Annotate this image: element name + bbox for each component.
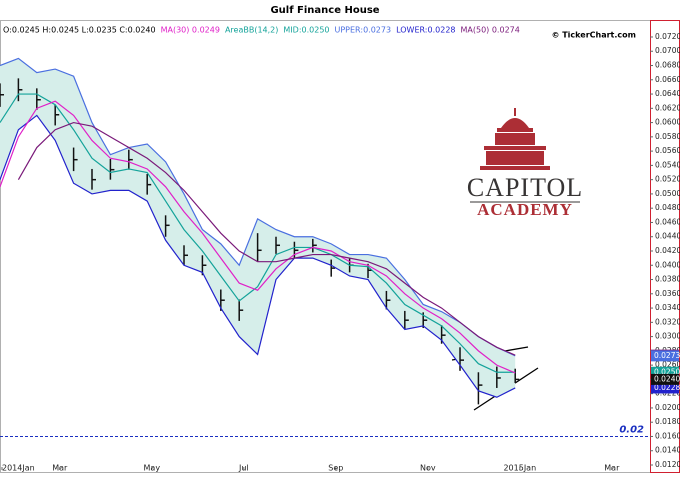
indicator-line: [0, 100, 516, 374]
y-tick-label: 0.0200: [655, 403, 680, 412]
y-tick-label: 0.0600: [655, 118, 680, 127]
y-tick-label: 0.0260: [655, 360, 680, 369]
value-box-label: 0.0273: [654, 351, 680, 360]
indicator-line: [0, 93, 516, 373]
y-tick-label: 0.0400: [655, 260, 680, 269]
y-tick-label: 0.0660: [655, 75, 680, 84]
indicator-line: [0, 114, 516, 398]
y-tick-label: 0.0300: [655, 332, 680, 341]
x-tick-label: 2015Jan: [503, 464, 536, 473]
y-tick-label: 0.0520: [655, 175, 680, 184]
watermark: CAPITOL ACADEMY: [467, 108, 583, 219]
value-box: [651, 382, 679, 394]
y-tick-label: 0.0720: [655, 32, 680, 41]
y-tick-label: 0.0620: [655, 103, 680, 112]
legend-entry: MA(30) 0.0249: [161, 26, 220, 35]
y-tick-label: 0.0500: [655, 189, 680, 198]
legend-entry: O:0.0245 H:0.0245 L:0.0235 C:0.0240: [3, 26, 156, 35]
indicator-line: [17, 121, 516, 356]
legend-entry: UPPER:0.0273: [335, 26, 392, 35]
y-tick-label: 0.0440: [655, 232, 680, 241]
value-box-label: 0.0250: [654, 367, 680, 376]
y-tick-label: 0.0560: [655, 146, 680, 155]
x-tick-label: Mar: [52, 464, 68, 473]
value-box-label: 0.0228: [654, 383, 680, 392]
y-tick-label: 0.0360: [655, 289, 680, 298]
value-box: [651, 350, 679, 362]
y-tick-label: 0.0120: [655, 460, 680, 469]
legend-entry: LOWER:0.0228: [396, 26, 455, 35]
watermark-text: ACADEMY: [477, 200, 573, 219]
y-tick-label: 0.0340: [655, 303, 680, 312]
y-tick-label: 0.0380: [655, 275, 680, 284]
indicator-line: [0, 57, 516, 357]
value-box: [651, 373, 679, 385]
value-box: [651, 366, 679, 378]
y-tick-label: 0.0640: [655, 89, 680, 98]
copyright: © TickerChart.com: [551, 31, 636, 40]
reference-label: 0.02: [619, 424, 644, 435]
y-tick-label: 0.0320: [655, 317, 680, 326]
y-tick-label: 0.0140: [655, 446, 680, 455]
y-tick-label: 0.0680: [655, 61, 680, 70]
legend-entry: MA(50) 0.0274: [461, 26, 520, 35]
y-tick-label: 0.0420: [655, 246, 680, 255]
y-tick-label: 0.0700: [655, 46, 680, 55]
x-tick-label: Jul: [238, 464, 249, 473]
watermark-text: CAPITOL: [467, 173, 583, 202]
x-tick-label: 2014Jan: [2, 464, 35, 473]
y-tick-label: 0.0160: [655, 431, 680, 440]
y-tick-label: 0.0180: [655, 417, 680, 426]
x-tick-label: Mar: [604, 464, 620, 473]
capitol-icon: [480, 108, 550, 170]
y-tick-label: 0.0460: [655, 217, 680, 226]
legend-entry: AreaBB(14,2): [225, 26, 278, 35]
x-tick-label: Nov: [420, 464, 436, 473]
legend-entry: MID:0.0250: [283, 26, 329, 35]
y-tick-label: 0.0480: [655, 203, 680, 212]
y-tick-label: 0.0540: [655, 160, 680, 169]
x-tick-label: Sep: [328, 464, 343, 473]
value-box-label: 0.0240: [654, 374, 680, 383]
x-tick-label: May: [144, 464, 161, 473]
chart-title: Gulf Finance House: [270, 5, 379, 16]
y-tick-label: 0.0580: [655, 132, 680, 141]
band-area: [0, 58, 516, 398]
